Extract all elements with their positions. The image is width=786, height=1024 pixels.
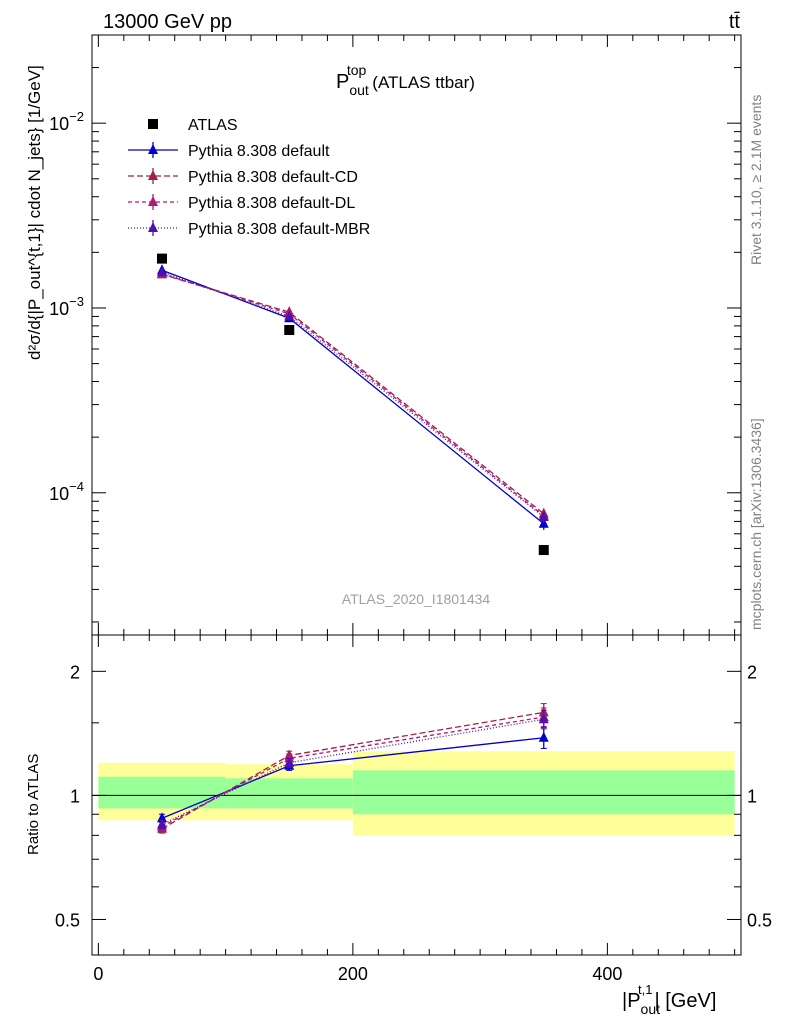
ratio-point-marker xyxy=(538,731,549,742)
energy-label: 13000 GeV pp xyxy=(103,11,232,33)
ratio-y-tick-label: 2 xyxy=(70,662,80,682)
process-label: tt̄ xyxy=(729,11,741,33)
main-point-marker xyxy=(156,266,167,277)
main-point-marker xyxy=(538,517,549,528)
ratio-xlabel: |Pout t,1| [GeV] xyxy=(622,982,716,1017)
ratio-y-tick-label: 0.5 xyxy=(55,910,80,930)
atlas-data-point xyxy=(284,325,295,336)
xlabel-sup: t,1 xyxy=(638,982,652,997)
mcplots-label: mcplots.cern.ch [arXiv:1306.3436] xyxy=(748,418,764,630)
ratio-axis-ticks: 0 200 400 2 2 1 1 0.5 0.5 xyxy=(55,635,772,984)
main-series-line xyxy=(161,269,545,525)
main-y-tick-exp: −3 xyxy=(69,294,84,309)
ratio-y-tick-label-right: 1 xyxy=(747,786,757,806)
ratio-x-tick-label: 0 xyxy=(93,964,103,984)
ratio-point-marker xyxy=(156,818,167,829)
main-ylabel: d²σ/d{|P_out^{t,1}| cdot N_jets} [1/GeV] xyxy=(25,65,44,360)
main-axis-ticks: 10−210−310−4 xyxy=(49,34,741,635)
main-marks xyxy=(156,253,549,556)
main-y-tick-base: 10 xyxy=(49,299,69,319)
ratio-y-tick-label: 1 xyxy=(70,786,80,806)
main-y-tick-label: 10−4 xyxy=(49,479,84,504)
main-title-sub: out xyxy=(349,82,369,98)
legend-marker xyxy=(148,170,158,180)
ratio-point-marker xyxy=(538,713,549,724)
atlas-data-point xyxy=(156,253,167,264)
ratio-band-green xyxy=(352,770,735,815)
main-y-tick-label: 10−2 xyxy=(49,109,84,134)
legend-label: Pythia 8.308 default-DL xyxy=(188,195,355,212)
main-y-tick-base: 10 xyxy=(49,114,69,134)
legend-marker xyxy=(148,222,158,232)
legend-label: ATLAS xyxy=(188,117,238,134)
ratio-point-marker xyxy=(284,756,295,767)
legend: ATLAS Pythia 8.308 default Pythia 8.308 de… xyxy=(128,117,370,238)
main-title-sup: top xyxy=(347,62,367,78)
ratio-x-tick-label: 400 xyxy=(592,964,622,984)
ratio-y-tick-label-right: 2 xyxy=(747,662,757,682)
ratio-bands xyxy=(98,751,735,836)
main-y-tick-exp: −2 xyxy=(69,109,84,124)
ratio-panel: 0 200 400 2 2 1 1 0.5 0.5 Ratio to ATLAS |Pout t,… xyxy=(25,634,772,1017)
ratio-band-green xyxy=(98,776,226,809)
main-title-main: P xyxy=(336,71,349,93)
ratio-marks xyxy=(156,703,549,834)
main-y-tick-exp: −4 xyxy=(69,479,84,494)
legend-marker xyxy=(148,144,158,154)
ratio-series-line xyxy=(161,716,544,828)
xlabel-rest: | [GeV] xyxy=(654,990,716,1012)
main-panel: 10−210−310−4 Pouttop(ATLAS ttbar) ATLAS_… xyxy=(25,34,742,636)
main-y-tick-base: 10 xyxy=(49,484,69,504)
main-series-line xyxy=(161,273,545,517)
legend-label: Pythia 8.308 default-MBR xyxy=(188,221,370,238)
main-title: Pout top (ATLAS ttbar) xyxy=(336,62,475,98)
legend-marker-atlas xyxy=(148,119,158,129)
main-point-marker xyxy=(538,510,549,521)
atlas-data-point xyxy=(538,545,549,556)
main-point-marker xyxy=(284,310,295,321)
rivet-label: Rivet 3.1.10, ≥ 2.1M events xyxy=(748,95,764,265)
ratio-ylabel: Ratio to ATLAS xyxy=(25,754,42,855)
main-series-line xyxy=(161,271,545,518)
xlabel-main: |P xyxy=(622,990,641,1012)
main-title-rest: (ATLAS ttbar) xyxy=(372,73,475,92)
ratio-y-tick-label-right: 0.5 xyxy=(747,910,772,930)
ratio-x-tick-label: 200 xyxy=(338,964,368,984)
ratio-point-marker xyxy=(156,812,167,823)
legend-marker xyxy=(148,196,158,206)
watermark: ATLAS_2020_I1801434 xyxy=(342,591,491,607)
xlabel-sub: out xyxy=(641,1001,661,1017)
main-y-tick-label: 10−3 xyxy=(49,294,84,319)
legend-label: Pythia 8.308 default-CD xyxy=(188,169,358,186)
legend-label: Pythia 8.308 default xyxy=(188,143,330,160)
